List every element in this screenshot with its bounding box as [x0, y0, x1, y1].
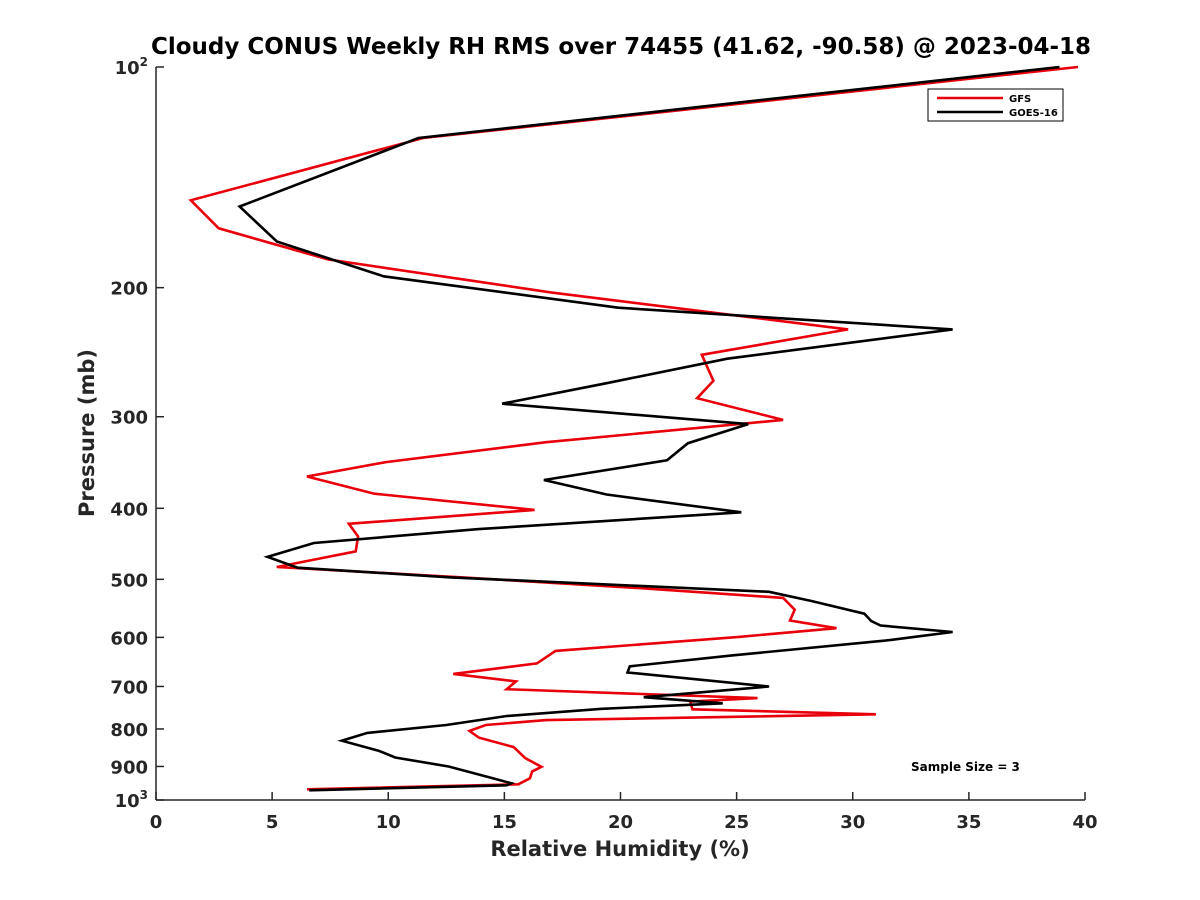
y-ticks: 102 200 300 400 500 600 700 800 900 103 — [110, 55, 164, 812]
y-tick-label: 300 — [110, 408, 148, 429]
legend: GFS GOES-16 — [927, 88, 1064, 122]
y-tick-label: 900 — [110, 757, 148, 778]
y-tick-label: 200 — [110, 279, 148, 300]
y-tick-label: 103 — [115, 788, 148, 812]
x-axis-label: Relative Humidity (%) — [490, 837, 749, 861]
y-tick-label: 102 — [115, 55, 148, 79]
x-tick-label: 15 — [492, 812, 517, 833]
y-tick-label: 700 — [110, 677, 148, 698]
x-tick-label: 35 — [956, 812, 981, 833]
x-tick-label: 20 — [608, 812, 633, 833]
y-tick-label: 500 — [110, 570, 148, 591]
x-ticks: 0 5 10 15 20 25 30 35 40 — [150, 792, 1098, 833]
series-line-goes-16 — [237, 65, 1060, 792]
y-axis-label: Pressure (mb) — [75, 349, 99, 517]
legend-label-goes16: GOES-16 — [1009, 108, 1058, 119]
legend-label-gfs: GFS — [1009, 94, 1031, 105]
x-tick-label: 30 — [840, 812, 865, 833]
x-tick-label: 40 — [1072, 812, 1097, 833]
chart-title: Cloudy CONUS Weekly RH RMS over 74455 (4… — [151, 34, 1091, 60]
y-tick-label: 800 — [110, 720, 148, 741]
x-tick-label: 25 — [724, 812, 749, 833]
x-tick-label: 10 — [376, 812, 401, 833]
y-tick-label: 600 — [110, 628, 148, 649]
series-line-gfs — [188, 65, 1079, 791]
plot-area — [188, 65, 1079, 792]
x-tick-label: 5 — [266, 812, 279, 833]
x-tick-label: 0 — [150, 812, 163, 833]
y-tick-label: 400 — [110, 499, 148, 520]
legend-box — [927, 88, 1064, 122]
sample-size-annotation: Sample Size = 3 — [911, 760, 1020, 774]
